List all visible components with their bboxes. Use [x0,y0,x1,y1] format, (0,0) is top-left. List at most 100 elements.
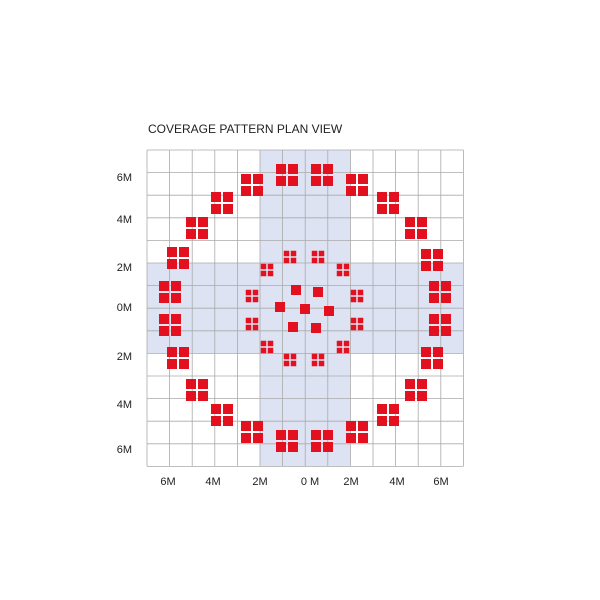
speaker [350,324,357,331]
speaker [198,217,208,227]
speaker [167,359,177,369]
speaker [405,379,415,389]
speaker [377,192,387,202]
speaker [245,296,252,303]
speaker [405,217,415,227]
speaker [441,293,451,303]
speaker [311,430,321,440]
speaker [377,404,387,414]
speaker [260,347,267,354]
speaker [311,442,321,452]
y-label: 4M [117,214,132,226]
speaker [252,289,259,296]
speaker [405,229,415,239]
speaker [275,302,285,312]
speaker [358,174,368,184]
speaker [429,281,439,291]
speaker [276,164,286,174]
speaker [346,433,356,443]
speaker [241,433,251,443]
speaker [290,353,297,360]
speaker [323,176,333,186]
speaker [441,326,451,336]
speaker [167,259,177,269]
speaker [252,324,259,331]
speaker [429,293,439,303]
speaker [350,296,357,303]
speaker [389,204,399,214]
speaker [311,353,318,360]
axis-labels: 6M 4M 2M 0M 2M 4M 6M 6M 4M 2M 0 M 2M 4M 6M [117,172,449,488]
speaker [311,257,318,264]
speaker [441,314,451,324]
speaker [288,442,298,452]
speaker [433,359,443,369]
y-label: 6M [117,444,132,456]
speaker [167,247,177,257]
speaker [318,257,325,264]
speaker [179,259,189,269]
speaker [260,263,267,270]
speaker [211,192,221,202]
speaker [186,229,196,239]
speaker [343,347,350,354]
speaker [417,391,427,401]
speaker [171,314,181,324]
speaker [441,281,451,291]
speaker [377,416,387,426]
speaker [253,433,263,443]
speaker [336,347,343,354]
y-label: 4M [117,399,132,411]
speaker [167,347,177,357]
speaker [288,176,298,186]
speaker [283,250,290,257]
speaker [357,324,364,331]
speaker [324,306,334,316]
speaker [318,360,325,367]
speaker [241,174,251,184]
speaker [346,174,356,184]
x-label: 6M [160,476,175,488]
speaker [186,217,196,227]
speaker [276,430,286,440]
speaker [343,263,350,270]
speaker [223,416,233,426]
speaker [276,176,286,186]
x-label: 4M [389,476,404,488]
speaker [311,360,318,367]
x-label: 2M [252,476,267,488]
speaker [267,270,274,277]
speaker [346,186,356,196]
speaker [323,164,333,174]
speaker [313,287,323,297]
x-label: 6M [433,476,448,488]
speaker [417,379,427,389]
speaker [389,404,399,414]
speaker [336,340,343,347]
speaker [290,257,297,264]
speaker [223,192,233,202]
speaker [421,249,431,259]
speaker [358,421,368,431]
speaker [336,263,343,270]
speaker [291,285,301,295]
speaker [159,326,169,336]
speaker [318,353,325,360]
speaker [343,270,350,277]
speaker [211,404,221,414]
speaker [252,317,259,324]
speaker [267,263,274,270]
speaker [288,430,298,440]
speaker [159,293,169,303]
speaker [311,164,321,174]
speaker [179,247,189,257]
speaker [283,257,290,264]
speaker [389,416,399,426]
speaker [417,217,427,227]
speaker [300,304,310,314]
speaker [350,289,357,296]
speaker [318,250,325,257]
speaker [267,347,274,354]
speaker [260,270,267,277]
speaker [159,281,169,291]
